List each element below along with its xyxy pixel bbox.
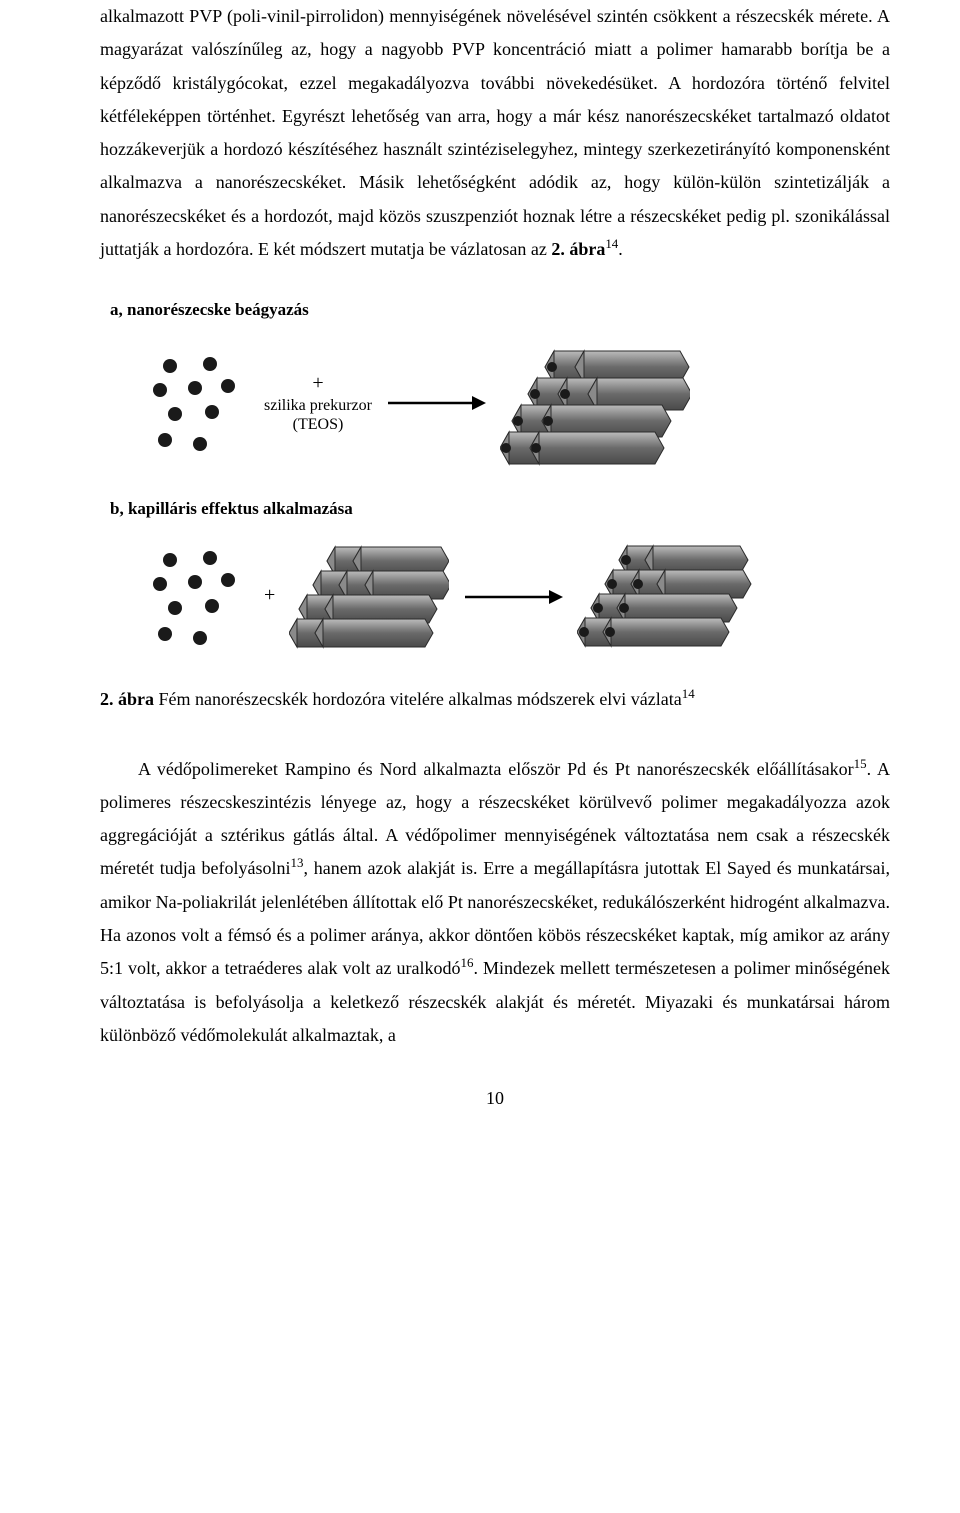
p2-a: A védőpolimereket Rampino és Nord alkalm… <box>138 759 854 779</box>
p2-sup-b: 13 <box>290 855 303 870</box>
page-number: 10 <box>100 1082 890 1115</box>
paragraph-2: A védőpolimereket Rampino és Nord alkalm… <box>100 753 890 1053</box>
arrow-right-icon <box>386 392 486 414</box>
precursor-line2: (TEOS) <box>293 416 344 434</box>
nanoparticles-icon <box>140 542 250 652</box>
caption-sup: 14 <box>682 686 695 701</box>
paragraph-1-text: alkalmazott PVP (poli-vinil-pirrolidon) … <box>100 6 890 259</box>
plus-char: + <box>264 584 275 607</box>
plus-sign: + <box>264 584 275 609</box>
scheme-a-label: a, nanorészecske beágyazás <box>110 294 880 325</box>
hex-bundle-embedded-icon <box>500 336 690 471</box>
scheme-b-label: b, kapilláris effektus alkalmazása <box>110 493 880 524</box>
plus-precursor-label: + szilika prekurzor (TEOS) <box>264 372 372 434</box>
scheme-a-row: + szilika prekurzor (TEOS) <box>110 336 880 471</box>
figure-2: a, nanorészecske beágyazás + szilika pre… <box>100 294 890 659</box>
scheme-b-row: + <box>110 534 880 659</box>
caption-text: Fém nanorészecskék hordozóra vitelére al… <box>154 689 682 709</box>
caption-bold: 2. ábra <box>100 689 154 709</box>
fig-ref-end: . <box>618 239 623 259</box>
nanoparticles-icon <box>140 348 250 458</box>
arrow-right-icon <box>463 586 563 608</box>
paragraph-1: alkalmazott PVP (poli-vinil-pirrolidon) … <box>100 0 890 266</box>
precursor-line1: szilika prekurzor <box>264 397 372 415</box>
fig-ref-sup: 14 <box>605 236 618 251</box>
hex-bundle-empty-icon <box>289 537 449 657</box>
p2-sup-a: 15 <box>854 756 867 771</box>
plus-sign: + <box>312 372 323 395</box>
figure-2-caption: 2. ábra Fém nanorészecskék hordozóra vit… <box>100 683 890 716</box>
fig-ref-bold: 2. ábra <box>551 239 605 259</box>
hex-bundle-embedded-icon <box>577 534 752 659</box>
p2-sup-c: 16 <box>461 955 474 970</box>
